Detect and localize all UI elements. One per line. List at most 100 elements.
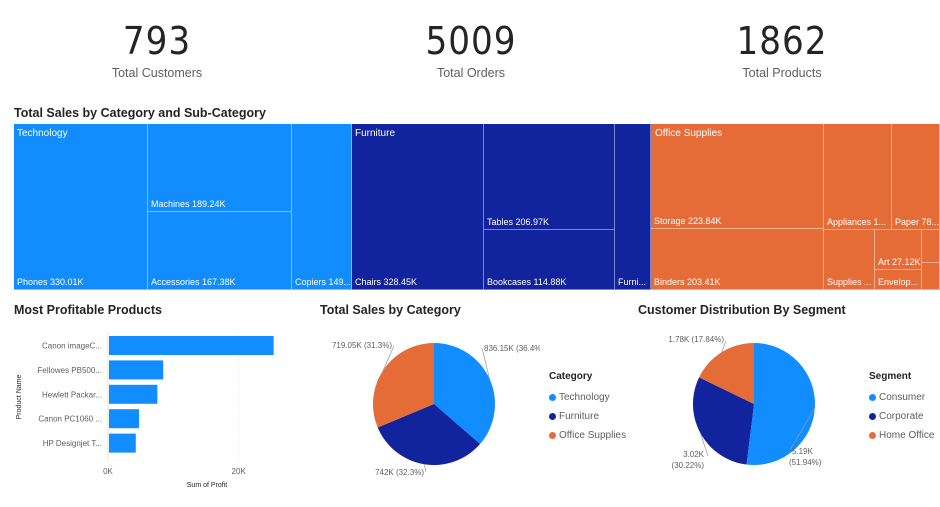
- treemap-tile-labels[interactable]: [922, 230, 940, 263]
- leader-line: [481, 347, 490, 379]
- treemap-chart[interactable]: Phones 330.01K Machines 189.24K Accessorie…: [14, 124, 940, 290]
- kpi-label: Total Customers: [111, 66, 203, 80]
- treemap-tile-furnishings[interactable]: Furni...: [615, 124, 651, 290]
- bar-chart[interactable]: 0K 20K Canon imageC... Fellowes PB500... Hew…: [0, 320, 300, 500]
- bar[interactable]: [109, 409, 140, 429]
- y-tick-label: Canon imageC...: [42, 342, 102, 351]
- y-tick-label: Hewlett Packar...: [42, 390, 102, 399]
- pie-slice-consumer[interactable]: [746, 343, 815, 465]
- treemap-tile-copiers[interactable]: Copiers 149...: [292, 124, 352, 290]
- legend-dot: [869, 413, 876, 420]
- legend-label: Office Supplies: [559, 430, 627, 441]
- bar[interactable]: [109, 433, 136, 453]
- treemap-tile-supplies[interactable]: Supplies ...: [824, 230, 875, 290]
- pie-data-label: 742K (32.3%): [375, 468, 424, 477]
- pie-segment-title: Customer Distribution By Segment: [638, 303, 846, 317]
- legend-segment: Segment Consumer Corporate Home Office: [869, 371, 934, 445]
- treemap-category-label: Furniture: [355, 128, 396, 139]
- treemap-tile-label: Bookcases 114.88K: [487, 277, 567, 287]
- legend-item-corporate[interactable]: Corporate: [869, 407, 934, 426]
- legend-label: Consumer: [879, 392, 926, 403]
- pie-chart-segment[interactable]: 5.19K (51.94%) 3.02K (30.22%) 1.78K (17.84%): [620, 320, 865, 500]
- treemap-tile-label: Tables 206.97K: [487, 217, 550, 227]
- treemap-tile-phones[interactable]: Phones 330.01K: [14, 124, 148, 290]
- treemap-tile-bookcases[interactable]: Bookcases 114.88K: [484, 230, 615, 290]
- pie-chart-category[interactable]: 836.15K (36.4%) 742K (32.3%) 719.05K (31.3…: [300, 320, 540, 500]
- x-axis-title: Sum of Profit: [187, 482, 228, 489]
- bar[interactable]: [109, 336, 274, 355]
- legend-dot: [549, 413, 556, 420]
- treemap-tile-appliances[interactable]: Appliances 1...: [824, 124, 892, 230]
- legend-dot: [869, 394, 876, 401]
- legend-item-furniture[interactable]: Furniture: [549, 407, 626, 426]
- pie-slice-home-office[interactable]: [699, 343, 754, 404]
- legend-item-consumer[interactable]: Consumer: [869, 388, 934, 407]
- legend-dot: [549, 432, 556, 439]
- kpi-total-orders: 5009 Total Orders: [371, 18, 571, 80]
- treemap-tile-tables[interactable]: Tables 206.97K: [484, 124, 615, 230]
- bar[interactable]: [109, 384, 158, 404]
- kpi-label: Total Orders: [436, 66, 506, 80]
- bar[interactable]: [109, 360, 164, 380]
- treemap-tile-label: Furni...: [618, 277, 647, 287]
- pie-slice-furniture[interactable]: [377, 404, 481, 465]
- pie-data-label: (51.94%): [789, 458, 822, 467]
- leader-line: [382, 345, 395, 371]
- pie-data-label: 719.05K (31.3%): [332, 341, 392, 350]
- kpi-total-customers: 793 Total Customers: [57, 18, 257, 80]
- kpi-value: 793: [122, 19, 192, 63]
- treemap-tile-label: Phones 330.01K: [17, 277, 84, 287]
- bar-chart-title: Most Profitable Products: [14, 303, 162, 317]
- treemap-tile-label: Appliances 1...: [827, 217, 887, 227]
- treemap-tile-machines[interactable]: Machines 189.24K: [148, 124, 292, 212]
- leader-line: [700, 433, 709, 457]
- legend-label: Corporate: [879, 411, 924, 422]
- treemap-category-label: Office Supplies: [655, 128, 723, 139]
- treemap-category-label: Technology: [17, 128, 68, 139]
- treemap-title: Total Sales by Category and Sub-Category: [14, 106, 266, 120]
- treemap-tile-label: Chairs 328.45K: [355, 277, 418, 287]
- treemap-tile-accessories[interactable]: Accessories 167.38K: [148, 212, 292, 290]
- pie-data-label: 5.19K: [792, 447, 814, 456]
- pie-category-title: Total Sales by Category: [320, 303, 461, 317]
- legend-item-technology[interactable]: Technology: [549, 388, 626, 407]
- legend-category: Category Technology Furniture Office Sup…: [549, 371, 626, 445]
- treemap-tile-label: Supplies ...: [827, 277, 872, 287]
- leader-line: [423, 464, 427, 473]
- treemap-tile-paper[interactable]: Paper 78...: [892, 124, 940, 230]
- legend-item-home-office[interactable]: Home Office: [869, 426, 934, 445]
- legend-label: Furniture: [559, 411, 600, 422]
- y-tick-label: Fellowes PB500...: [38, 366, 102, 375]
- x-tick-label: 20K: [232, 467, 247, 476]
- treemap-tile-label: Storage 223.84K: [654, 216, 722, 226]
- legend-dot: [549, 394, 556, 401]
- treemap-tile-label: Copiers 149...: [295, 277, 352, 287]
- leader-line: [789, 407, 816, 451]
- legend-label: Home Office: [879, 430, 935, 441]
- legend-title: Segment: [869, 371, 912, 382]
- treemap-tile-label: Machines 189.24K: [151, 199, 226, 209]
- pie-slice-corporate[interactable]: [693, 377, 754, 465]
- treemap-tile-label: Envelop...: [878, 277, 919, 287]
- treemap-tile-fasteners[interactable]: [922, 263, 940, 290]
- kpi-total-products: 1862 Total Products: [682, 18, 882, 80]
- treemap-tile-label: Binders 203.41K: [654, 277, 721, 287]
- treemap-tile-art[interactable]: Art 27.12K: [875, 230, 922, 270]
- treemap-tile-binders[interactable]: Binders 203.41K: [651, 229, 824, 290]
- treemap-tile-storage[interactable]: Storage 223.84K: [651, 124, 824, 229]
- pie-data-label: 836.15K (36.4%): [484, 344, 540, 353]
- leader-line: [721, 340, 727, 353]
- pie-slice-office-supplies[interactable]: [373, 343, 434, 428]
- y-tick-label: Canon PC1060 ...: [38, 415, 102, 424]
- y-axis-title: Product Name: [16, 375, 23, 420]
- pie-data-label: (30.22%): [672, 461, 705, 470]
- treemap-tile-label: Art 27.12K: [878, 257, 921, 267]
- treemap-tile-envelopes[interactable]: Envelop...: [875, 270, 922, 290]
- treemap-tile-chairs[interactable]: Chairs 328.45K: [352, 124, 484, 290]
- legend-dot: [869, 432, 876, 439]
- legend-item-office-supplies[interactable]: Office Supplies: [549, 426, 626, 445]
- legend-label: Technology: [559, 392, 610, 403]
- kpi-label: Total Products: [742, 66, 822, 80]
- pie-slice-technology[interactable]: [434, 343, 495, 445]
- kpi-value: 5009: [425, 19, 517, 63]
